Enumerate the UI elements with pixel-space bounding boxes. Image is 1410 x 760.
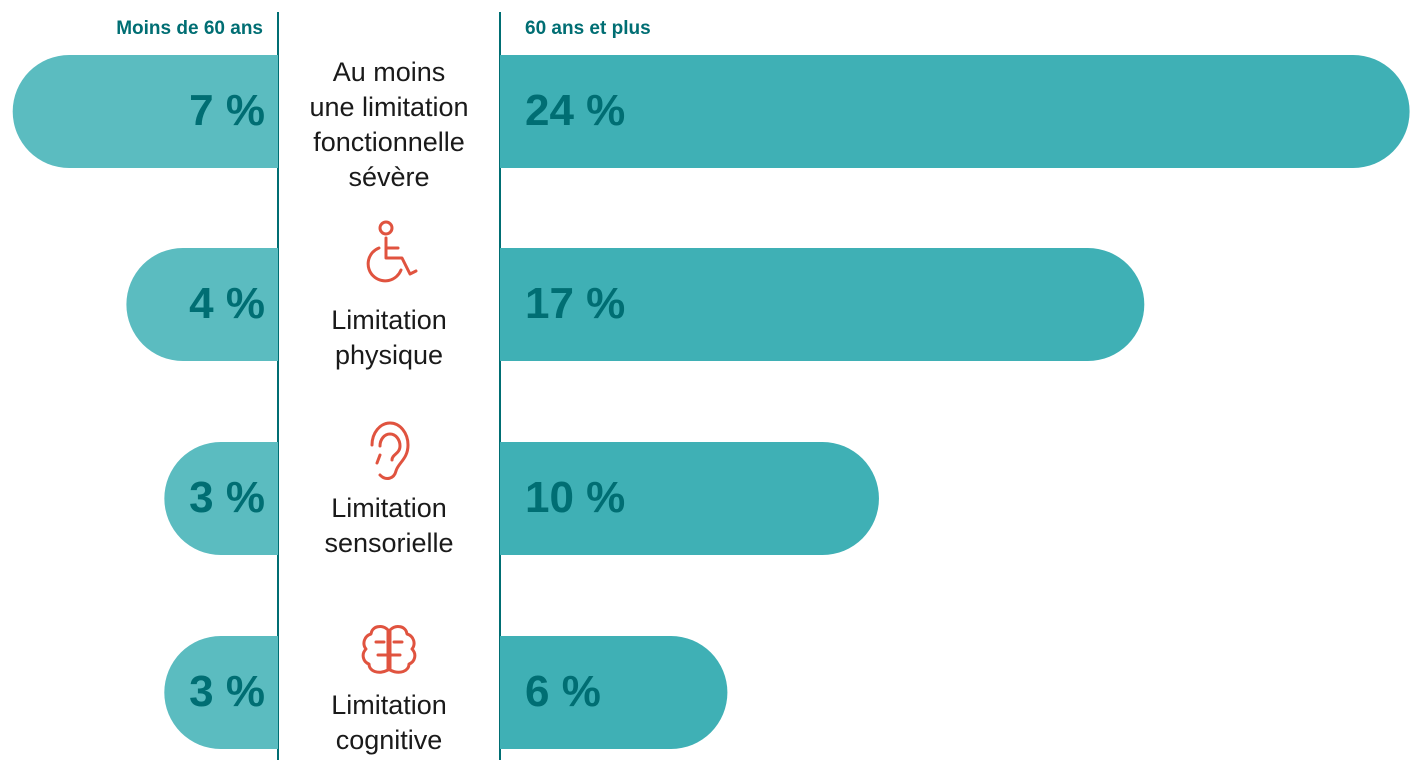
bar: [500, 55, 1410, 168]
category-label: Au moins une limitation fonctionnelle sé…: [309, 57, 469, 192]
value-label: 4 %: [189, 279, 265, 328]
value-label: 10 %: [525, 473, 625, 522]
value-label: 6 %: [525, 667, 601, 716]
category-label-box: Limitation cognitive: [331, 689, 447, 755]
wheelchair-icon: [366, 220, 418, 283]
category-label: Limitation cognitive: [331, 689, 447, 755]
category-label-box: Limitation physique: [331, 304, 447, 370]
value-label: 17 %: [525, 279, 625, 328]
bar: [500, 442, 879, 555]
bar: [126, 248, 278, 361]
brain-icon: [361, 625, 417, 674]
value-label: 3 %: [189, 667, 265, 716]
bar: [500, 248, 1145, 361]
value-label: 24 %: [525, 86, 625, 135]
ear-icon: [370, 421, 410, 480]
category-label-box: Limitation sensorielle: [324, 492, 454, 558]
category-label: Limitation sensorielle: [324, 492, 454, 558]
bar: [500, 636, 728, 749]
legend-label: Moins de 60 ans: [116, 18, 263, 39]
icons: [361, 220, 418, 674]
bar: [12, 55, 279, 168]
category-label: Limitation physique: [331, 304, 447, 370]
value-label: 3 %: [189, 473, 265, 522]
value-label: 7 %: [189, 86, 265, 135]
bar: [164, 442, 278, 555]
legend-label: 60 ans et plus: [525, 18, 651, 39]
category-label-box: Au moins une limitation fonctionnelle sé…: [309, 57, 469, 192]
bar: [164, 636, 278, 749]
